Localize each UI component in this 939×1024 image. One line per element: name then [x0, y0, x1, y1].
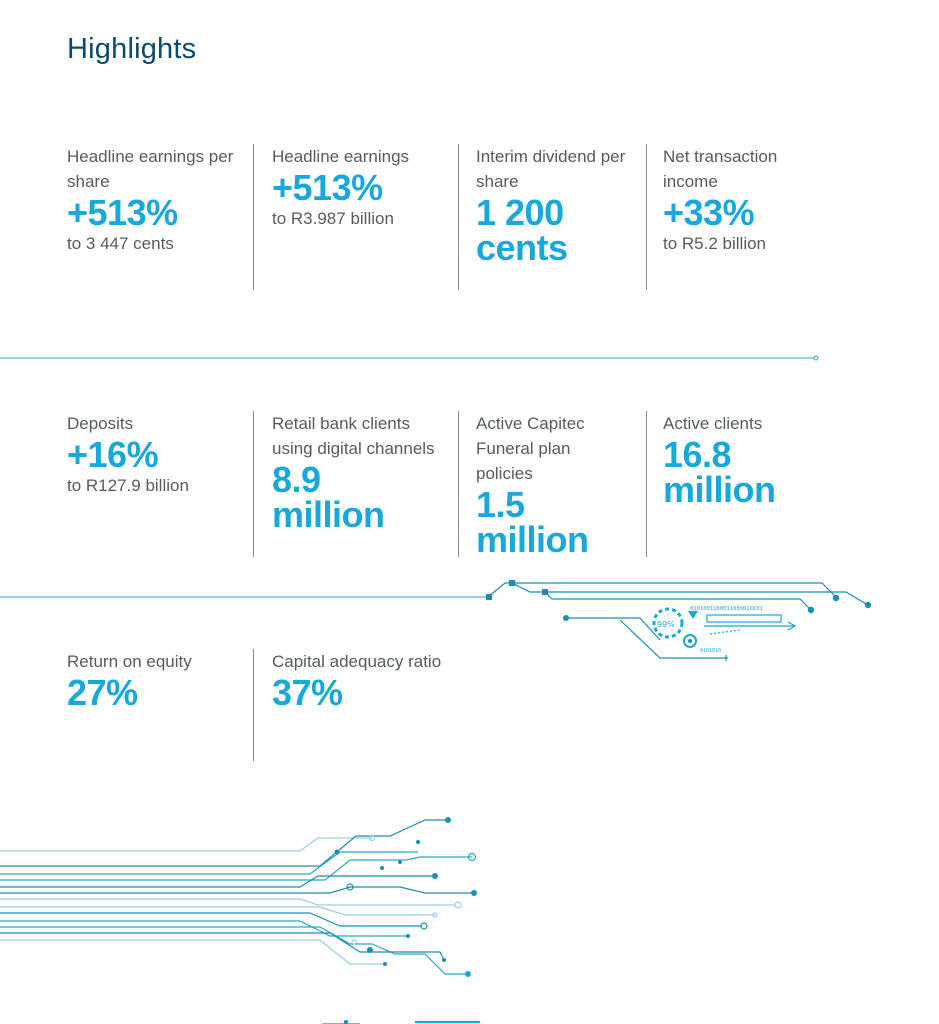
stat-funeral-plan-policies: Active Capitec Funeral plan policies 1.5…	[476, 411, 626, 560]
stat-value: +513%	[67, 192, 178, 233]
stat-label: Retail bank clients using digital channe…	[272, 414, 435, 458]
stat-digital-clients: Retail bank clients using digital channe…	[272, 411, 442, 535]
column-divider	[253, 411, 254, 557]
stat-interim-dividend: Interim dividend per share 1 200 cents	[476, 144, 626, 268]
stat-sub: to 3 447 cents	[67, 234, 174, 253]
stat-deposits: Deposits +16% to R127.9 billion	[67, 411, 242, 498]
column-divider	[646, 144, 647, 290]
circuit-nodes-top	[486, 580, 872, 643]
stat-label: Headline earnings	[272, 147, 410, 166]
stat-value: 16.8 million	[663, 434, 776, 510]
small-readout: 0101010	[700, 648, 721, 654]
percent-readout: 99%	[657, 620, 675, 629]
stat-active-clients: Active clients 16.8 million	[663, 411, 823, 510]
column-divider	[253, 649, 254, 761]
circuit-cluster-bottom	[0, 819, 480, 1024]
stat-capital-adequacy-ratio: Capital adequacy ratio 37%	[272, 649, 442, 713]
stat-headline-earnings-per-share: Headline earnings per share +513% to 3 4…	[67, 144, 242, 256]
stat-label: Deposits	[67, 414, 134, 433]
stat-value: 27%	[67, 672, 138, 713]
stat-label: Active clients	[663, 414, 763, 433]
stat-headline-earnings: Headline earnings +513% to R3.987 billio…	[272, 144, 442, 231]
column-divider	[458, 144, 459, 290]
stat-net-transaction-income: Net transaction income +33% to R5.2 bill…	[663, 144, 823, 256]
stat-value: +33%	[663, 192, 755, 233]
stat-label: Active Capitec Funeral plan policies	[476, 414, 585, 483]
stat-return-on-equity: Return on equity 27%	[67, 649, 242, 713]
stat-label: Net transaction income	[663, 147, 778, 191]
column-divider	[458, 411, 459, 557]
stat-label: Return on equity	[67, 652, 192, 671]
binary-readout: 0101001100011000010101	[690, 606, 763, 612]
stat-value: +513%	[272, 167, 383, 208]
stat-label: Capital adequacy ratio	[272, 652, 442, 671]
stat-sub: to R5.2 billion	[663, 234, 767, 253]
stat-label: Interim dividend per share	[476, 147, 626, 191]
stat-value: 1 200 cents	[476, 192, 568, 268]
circuit-cluster-top	[487, 582, 869, 661]
circuit-nodes-bottom	[334, 817, 477, 1024]
section-separator	[0, 355, 819, 361]
stat-sub: to R3.987 billion	[272, 209, 394, 228]
column-divider	[253, 144, 254, 290]
page-title: Highlights	[67, 33, 197, 65]
stat-label: Headline earnings per share	[67, 147, 234, 191]
stat-value: +16%	[67, 434, 159, 475]
column-divider	[646, 411, 647, 557]
stat-value: 8.9 million	[272, 459, 385, 535]
stat-value: 37%	[272, 672, 343, 713]
stat-sub: to R127.9 billion	[67, 476, 189, 495]
stat-value: 1.5 million	[476, 484, 589, 560]
